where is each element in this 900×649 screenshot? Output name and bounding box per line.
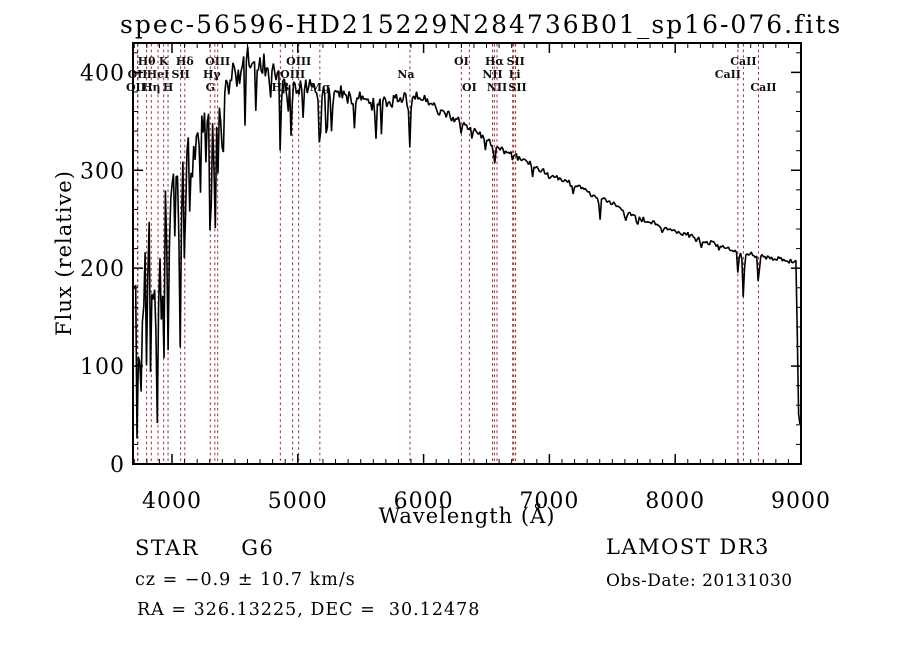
obs-date-text: Obs-Date: 20131030 <box>606 571 793 591</box>
spectral-line-label-OIII: OIII <box>286 55 311 68</box>
y-axis-title: Flux (relative) <box>52 170 76 336</box>
coordinates-text: RA = 326.13225, DEC = 30.12478 <box>137 600 481 620</box>
spectral-line-label-OIII: OIII <box>280 68 305 81</box>
x-tick-label: 4000 <box>142 489 202 514</box>
object-subclass: G6 <box>241 536 275 560</box>
x-axis-title: Wavelength (Å) <box>378 504 556 528</box>
spectral-line-label-NII: NII <box>487 81 507 94</box>
spectral-line-label-Li: Li <box>509 68 521 81</box>
spectral-line-label-Hδ: Hδ <box>176 55 194 68</box>
y-tick-label: 200 <box>80 257 125 282</box>
spectral-line-label-OI: OI <box>462 81 477 94</box>
spectral-line-label-Hγ: Hγ <box>203 68 221 81</box>
spectral-line-label-HeI: HeI <box>147 68 170 81</box>
redshift-text: cz = −0.9 ± 10.7 km/s <box>135 570 356 590</box>
spectral-line-label-OII: OII <box>128 68 148 81</box>
x-tick-label: 5000 <box>268 489 328 514</box>
y-tick-label: 100 <box>80 355 125 380</box>
y-tick-label: 400 <box>80 61 125 86</box>
x-tick-label: 8000 <box>645 489 705 514</box>
spectral-line-label-H: H <box>163 81 173 94</box>
y-tick-label: 0 <box>110 453 125 478</box>
spectrum-trace <box>132 46 801 439</box>
survey-text: LAMOST DR3 <box>606 535 770 559</box>
spectral-line-label-G: G <box>206 81 215 94</box>
spectral-line-label-SII: SII <box>508 81 526 94</box>
spectral-line-label-K: K <box>159 55 169 68</box>
y-tick-label: 300 <box>80 159 125 184</box>
classification-text: STAR G6 <box>135 536 274 560</box>
spectral-line-label-OI: OI <box>454 55 469 68</box>
spectral-line-label-Mg: Mg <box>310 81 330 94</box>
x-tick-label: 9000 <box>771 489 831 514</box>
spectral-line-label-CaII: CaII <box>750 81 776 94</box>
spectral-line-label-OII: OII <box>126 81 146 94</box>
x-tick-label: 6000 <box>394 489 454 514</box>
spectral-line-label-CaII: CaII <box>715 68 741 81</box>
spectral-line-label-CaII: CaII <box>730 55 756 68</box>
x-tick-label: 7000 <box>519 489 579 514</box>
spectral-line-label-NII: NII <box>482 68 502 81</box>
plot-frame <box>132 42 802 465</box>
spectral-line-label-Hη: Hη <box>142 81 160 94</box>
figure-title: spec-56596-HD215229N284736B01_sp16-076.f… <box>120 10 843 39</box>
spectral-line-label-Hθ: Hθ <box>138 55 156 68</box>
spectral-line-label-SII: SII <box>507 55 525 68</box>
spectral-line-label-SII: SII <box>172 68 190 81</box>
spectral-line-label-OIII: OIII <box>205 55 230 68</box>
object-class: STAR <box>135 536 200 560</box>
spectral-line-label-Na: Na <box>397 68 414 81</box>
spectral-line-label-Hα: Hα <box>485 55 504 68</box>
